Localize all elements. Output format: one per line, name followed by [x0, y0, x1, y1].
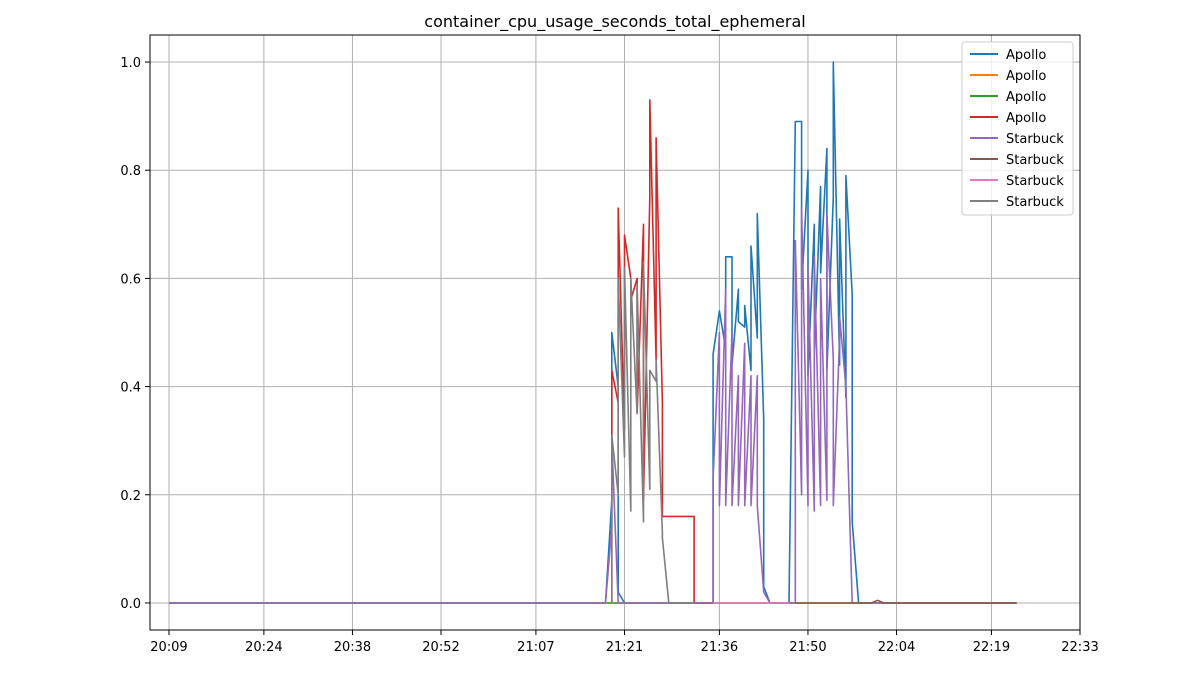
x-tick-label: 20:52 — [422, 640, 459, 655]
y-tick-label: 0.2 — [120, 489, 141, 504]
legend-box — [961, 41, 1074, 216]
x-tick-label: 20:24 — [245, 640, 282, 655]
x-tick-label: 21:21 — [606, 640, 643, 655]
series-line-6 — [795, 599, 1017, 604]
series-line-8 — [610, 261, 695, 604]
y-tick-label: 1.0 — [120, 56, 141, 71]
legend: Apollo Apollo Apollo Apollo Starbuck Starbuck… — [961, 41, 1074, 216]
x-tick-label: 22:33 — [1061, 640, 1098, 655]
y-axis: 0.0 0.2 0.4 0.6 0.8 1.0 — [120, 56, 150, 612]
legend-label: Apollo — [1006, 48, 1046, 63]
y-tick-label: 0.8 — [120, 164, 141, 179]
legend-label: Starbuck — [1006, 153, 1064, 168]
legend-label: Apollo — [1006, 111, 1046, 126]
x-axis: 20:09 20:24 20:38 20:52 21:07 21:21 21:36 21:50… — [150, 630, 1099, 655]
plot-frame — [149, 34, 1081, 631]
y-tick-label: 0.0 — [120, 597, 141, 612]
legend-label: Starbuck — [1006, 132, 1064, 147]
legend-label: Starbuck — [1006, 174, 1064, 189]
chart-title: container_cpu_usage_seconds_total_epheme… — [424, 12, 805, 32]
y-tick-label: 0.6 — [120, 272, 141, 287]
legend-label: Starbuck — [1006, 195, 1064, 210]
legend-label: Apollo — [1006, 69, 1046, 84]
x-tick-label: 20:09 — [150, 640, 187, 655]
x-tick-label: 21:07 — [517, 640, 554, 655]
legend-label: Apollo — [1006, 90, 1046, 105]
x-tick-label: 20:38 — [334, 640, 371, 655]
series-line-4 — [610, 99, 714, 604]
x-tick-label: 21:50 — [789, 640, 826, 655]
series-line-5 — [169, 207, 1017, 604]
x-tick-label: 21:36 — [701, 640, 738, 655]
x-tick-label: 22:19 — [973, 640, 1010, 655]
y-tick-label: 0.4 — [120, 381, 141, 396]
series-layer — [169, 61, 1017, 604]
x-tick-label: 22:04 — [878, 640, 915, 655]
